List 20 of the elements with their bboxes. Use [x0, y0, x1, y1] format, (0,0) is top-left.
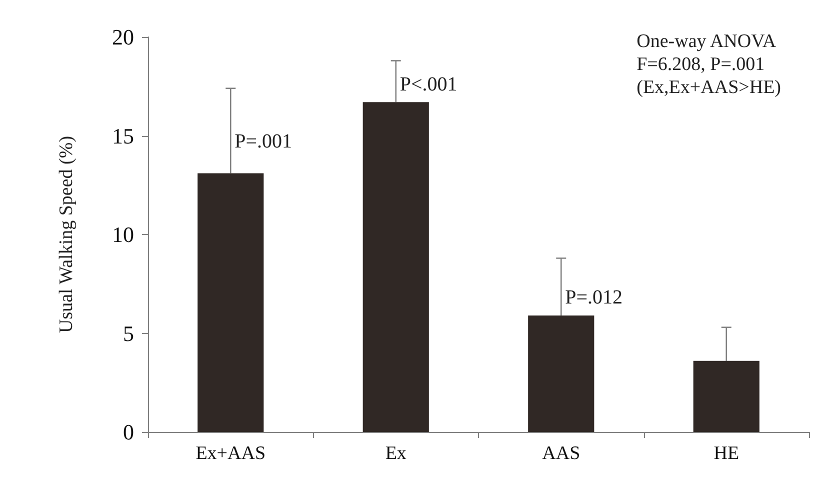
y-tick-label: 20 — [112, 24, 134, 50]
bar — [693, 360, 760, 432]
annotation: P<.001 — [400, 73, 458, 96]
y-tick-label: 15 — [112, 123, 134, 148]
y-tick-label: 5 — [123, 320, 134, 346]
bar — [528, 315, 594, 432]
x-tick-label: AAS — [542, 443, 580, 464]
y-tick-label: 10 — [112, 222, 134, 247]
annotation: P=.012 — [565, 286, 623, 309]
x-tick-label: Ex+AAS — [196, 443, 266, 464]
annotation: F=6.208, P=.001 — [636, 54, 765, 75]
y-axis-title: Usual Walking Speed (%) — [56, 136, 77, 334]
annotation: P=.001 — [234, 130, 292, 153]
bar — [362, 102, 429, 432]
x-tick-label: HE — [714, 443, 740, 464]
bar — [198, 173, 264, 432]
x-tick-label: Ex — [385, 443, 407, 464]
annotation: (Ex,Ex+AAS>HE) — [636, 77, 782, 98]
y-tick-label: 0 — [123, 420, 134, 444]
annotation: One-way ANOVA — [636, 31, 776, 52]
